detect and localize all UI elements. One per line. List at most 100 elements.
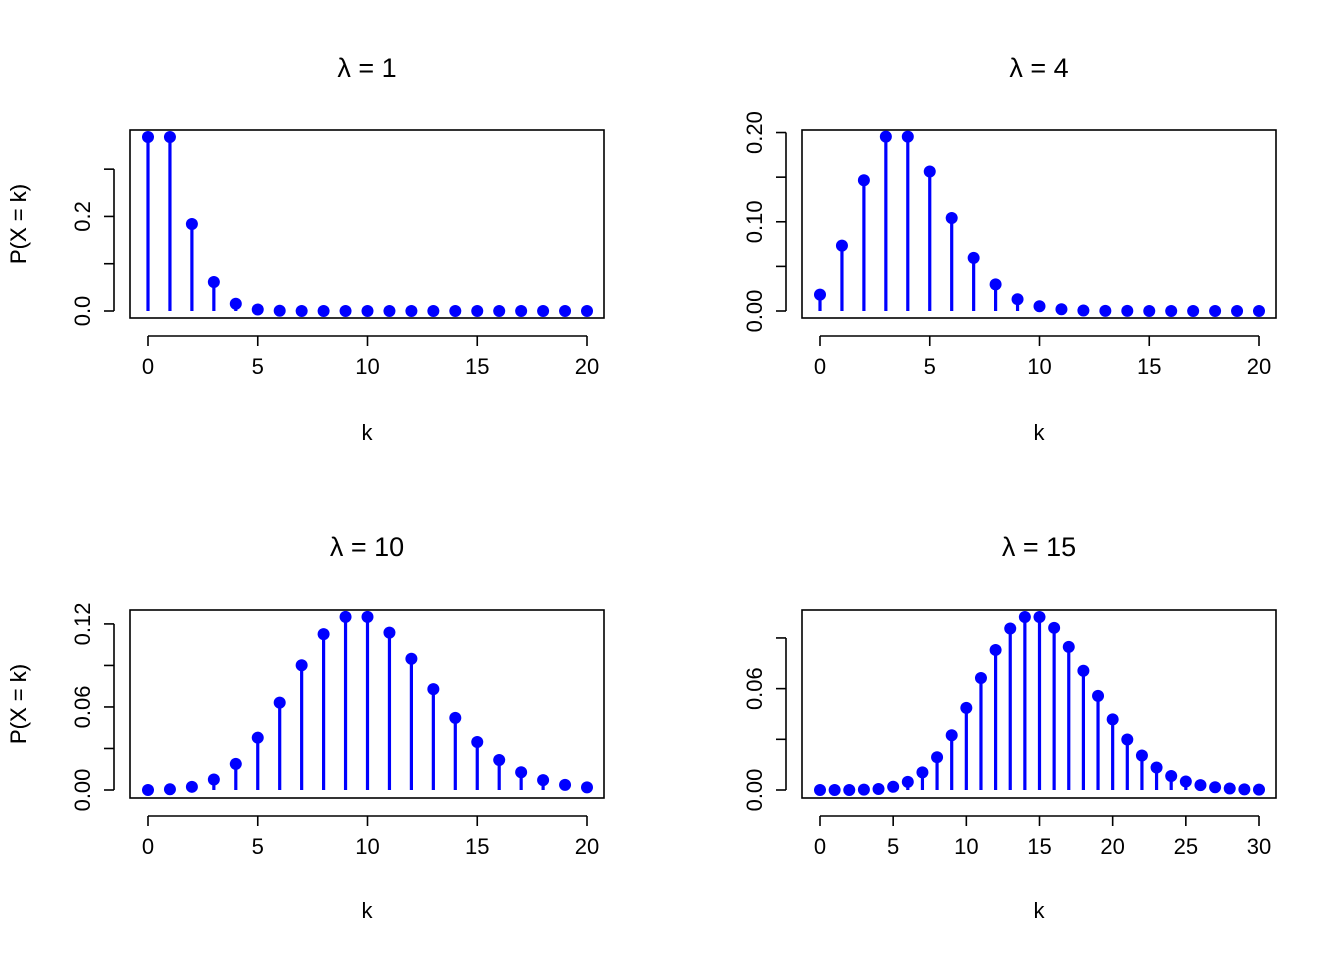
point-k4 [872,782,885,795]
x-tick-label: 15 [1137,354,1161,379]
point-k0 [814,784,826,796]
point-k7 [295,304,308,317]
plot-frame [129,129,605,319]
y-axis-label: P(X = k) [6,184,31,264]
point-k3 [857,783,870,796]
y-tick-label: 0.12 [70,603,95,646]
plot-frame [801,129,1277,319]
point-k20 [581,305,593,317]
point-k5 [251,303,264,316]
point-k0 [142,131,154,144]
chart-title: λ = 4 [1009,53,1068,83]
x-tick-label: 5 [252,354,264,379]
point-k9 [1011,293,1024,306]
point-k1 [163,783,176,796]
point-k8 [989,278,1002,291]
point-k3 [207,276,220,289]
x-tick-label: 0 [142,834,154,859]
point-k14 [449,711,462,724]
point-k19 [559,305,572,317]
x-tick-label: 15 [1027,834,1051,859]
x-tick-label: 20 [1247,354,1271,379]
point-k14 [449,305,462,317]
x-tick-label: 15 [465,834,489,859]
chart-panel-4: λ = 15 0 5 10 15 20 25 30 k 0.00 0.06 P(X = k) [6,532,1277,923]
point-k10 [361,305,374,317]
x-tick-label: 10 [1027,354,1051,379]
y-tick-label: 0.00 [742,290,767,333]
point-k2 [185,780,198,793]
point-k11 [974,671,987,684]
y-axis-label: P(X = k) [6,184,31,264]
point-k13 [427,683,440,696]
x-tick-label: 5 [887,834,899,859]
point-k28 [1223,782,1236,795]
point-k13 [1004,622,1017,635]
point-k19 [559,778,572,791]
point-k2 [857,174,870,187]
x-tick-label: 0 [814,354,826,379]
x-axis-label: k [1034,420,1046,445]
point-k6 [945,212,958,225]
point-k16 [493,753,506,766]
point-k8 [931,751,944,764]
point-k11 [383,626,396,639]
point-k16 [493,305,506,317]
x-tick-label: 15 [465,354,489,379]
x-axis-label: k [1034,898,1046,923]
x-tick-label: 25 [1174,834,1198,859]
y-tick-label: 0.06 [742,667,767,710]
point-k12 [405,305,418,317]
point-k5 [251,731,264,744]
point-k9 [339,610,352,623]
x-tick-label: 5 [252,834,264,859]
point-k18 [537,774,550,787]
point-k5 [887,780,900,793]
point-k1 [163,131,176,144]
y-tick-label: 0.0 [70,296,95,327]
point-k13 [1099,304,1112,317]
point-k15 [1033,611,1046,623]
point-k8 [317,305,330,317]
x-axis-label: k [362,898,374,923]
point-k10 [361,610,374,623]
point-k14 [1018,611,1031,623]
point-k23 [1150,761,1163,774]
point-k21 [1121,733,1134,746]
point-k7 [916,766,929,779]
point-k24 [1165,769,1178,782]
point-k12 [989,643,1002,656]
plot-frame [801,609,1277,799]
point-k15 [471,305,484,317]
point-k18 [1077,664,1090,677]
y-tick-label: 0.06 [70,686,95,729]
point-k5 [923,165,936,178]
x-tick-label: 20 [575,354,599,379]
point-k25 [1179,775,1192,788]
point-k3 [879,130,892,143]
point-k26 [1194,779,1207,792]
point-k22 [1135,749,1148,762]
y-tick-label: 0.2 [70,201,95,232]
point-k4 [229,297,242,310]
point-k10 [1033,300,1046,313]
point-k2 [843,784,856,796]
chart-title: λ = 15 [1002,532,1076,562]
y-tick-label: 0.10 [742,200,767,243]
point-k7 [295,659,308,672]
x-tick-label: 10 [355,834,379,859]
point-k15 [1143,305,1156,317]
point-k4 [229,757,242,770]
x-tick-label: 10 [954,834,978,859]
point-k16 [1165,305,1178,317]
point-k19 [1231,305,1244,317]
point-k17 [515,305,528,317]
point-k11 [383,305,396,317]
point-k19 [1092,689,1105,702]
point-k2 [185,218,198,231]
point-k14 [1121,304,1134,317]
point-k29 [1238,783,1251,796]
point-k10 [960,701,973,714]
